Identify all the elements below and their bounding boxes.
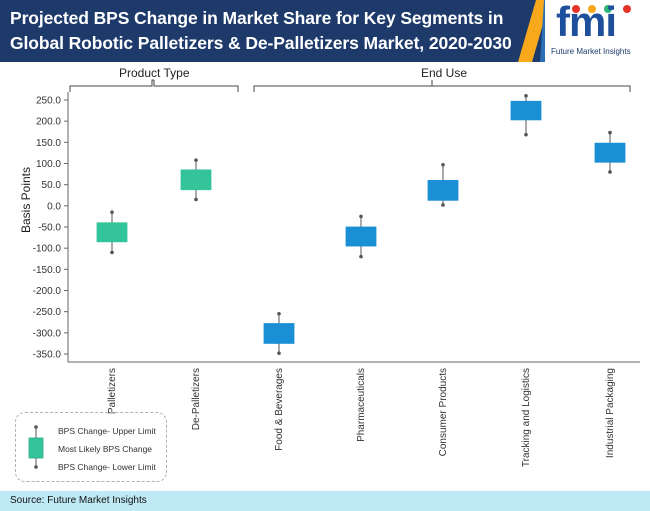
- fmi-logo-mark: [572, 5, 631, 13]
- most-likely-box: [510, 100, 542, 121]
- box-4: [427, 162, 459, 207]
- x-tick-label: Pharmaceuticals: [356, 368, 367, 442]
- upper-limit-point: [110, 210, 114, 214]
- lower-limit-point: [524, 132, 528, 137]
- footer: Source: Future Market Insights: [0, 491, 650, 511]
- logo: [545, 0, 650, 62]
- y-tick-label: 100.0: [36, 159, 61, 170]
- y-tick-label: 50.0: [42, 180, 62, 191]
- source-note: Source: Future Market Insights: [10, 495, 147, 506]
- chart-title-line-2: Global Robotic Palletizers & De-Palletiz…: [10, 33, 512, 53]
- lower-limit-point: [608, 170, 612, 174]
- upper-limit-point: [277, 311, 281, 316]
- box-0: [96, 210, 128, 255]
- most-likely-box: [96, 222, 128, 243]
- lower-limit-point: [441, 203, 445, 207]
- legend-lower-limit: BPS Change- Lower Limit: [58, 462, 156, 472]
- x-tick-label: Food & Beverages: [274, 368, 285, 451]
- box-2: [263, 311, 295, 355]
- boxes: [96, 93, 626, 355]
- lower-limit-point: [277, 351, 281, 355]
- logo-mark-text: fmi: [556, 0, 617, 45]
- upper-limit-point: [608, 130, 612, 135]
- legend-most-likely: Most Likely BPS Change: [58, 444, 153, 454]
- y-tick-label: -50.0: [38, 223, 61, 234]
- y-tick-label: -150.0: [33, 265, 62, 276]
- y-tick-label: 250.0: [36, 96, 61, 107]
- box-3: [345, 214, 377, 259]
- x-tick-label: Industrial Packaging: [605, 368, 616, 458]
- y-tick-label: 200.0: [36, 117, 61, 128]
- most-likely-box: [180, 169, 212, 191]
- upper-limit-point: [441, 162, 445, 167]
- y-tick-label: 150.0: [36, 138, 61, 149]
- x-tick-label: Tracking and Logistics: [521, 368, 532, 467]
- box-1: [180, 158, 212, 202]
- x-tick-label: Consumer Products: [438, 368, 449, 456]
- x-tick-label: De-Palletizers: [191, 368, 202, 430]
- group-label-end-use: End Use: [421, 66, 468, 80]
- box-6: [594, 130, 626, 174]
- upper-limit-point: [524, 93, 528, 98]
- legend: BPS Change- Upper Limit Most Likely BPS …: [15, 412, 167, 482]
- lower-limit-point: [359, 254, 363, 259]
- x-tick-label: Palletizers: [107, 368, 118, 414]
- y-tick-label: -200.0: [33, 286, 62, 297]
- most-likely-box: [263, 323, 295, 344]
- most-likely-box: [427, 180, 459, 201]
- most-likely-box: [345, 226, 377, 247]
- legend-box-icon: [28, 425, 44, 469]
- lower-limit-point: [110, 250, 114, 255]
- legend-upper-limit: BPS Change- Upper Limit: [58, 426, 156, 436]
- group-label-product-type: Product Type: [119, 66, 190, 80]
- y-tick-label: -250.0: [33, 307, 62, 318]
- box-5: [510, 93, 542, 137]
- group-brackets: [69, 79, 631, 92]
- y-axis-title: Basis Points: [19, 167, 33, 233]
- upper-limit-point: [359, 214, 363, 219]
- most-likely-box: [594, 142, 626, 163]
- chart-title-line-1: Projected BPS Change in Market Share for…: [10, 8, 504, 28]
- y-tick-label: 0.0: [47, 201, 61, 212]
- logo-tagline: Future Market Insights: [551, 47, 631, 56]
- y-axis: 250.0 200.0 150.0 100.0 50.0 0.0 -50.0 -100.0 -1…: [33, 92, 69, 362]
- y-tick-label: -100.0: [33, 244, 62, 255]
- upper-limit-point: [194, 158, 198, 162]
- y-tick-label: -300.0: [33, 328, 62, 339]
- box-plot-chart: 250.0 200.0 150.0 100.0 50.0 0.0 -50.0 -100.0 -1…: [19, 79, 640, 467]
- y-tick-label: -350.0: [33, 350, 62, 361]
- lower-limit-point: [194, 197, 198, 202]
- x-axis: Palletizers De-Palletizers Food & Beverage…: [68, 361, 640, 467]
